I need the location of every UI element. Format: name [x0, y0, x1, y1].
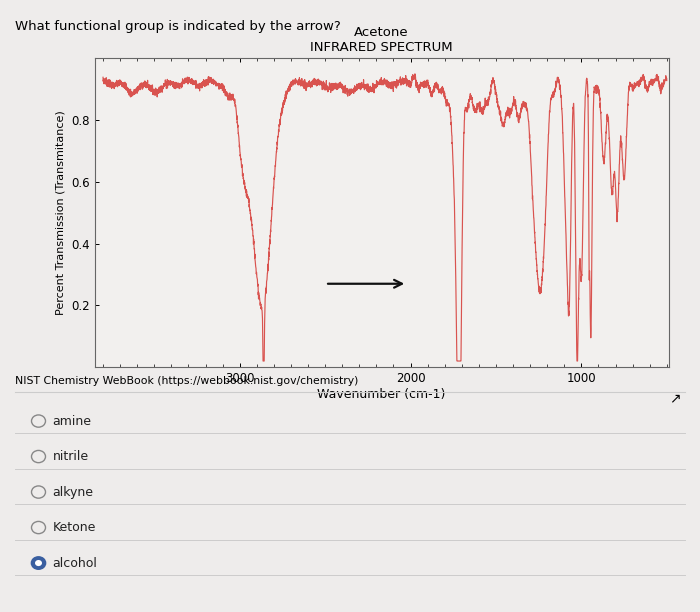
Title: Acetone
INFRARED SPECTRUM: Acetone INFRARED SPECTRUM — [310, 26, 453, 54]
Y-axis label: Percent Transmission (Transmitance): Percent Transmission (Transmitance) — [55, 110, 66, 315]
Text: Ketone: Ketone — [52, 521, 96, 534]
X-axis label: Wavenumber (cm-1): Wavenumber (cm-1) — [317, 388, 446, 401]
Text: amine: amine — [52, 414, 92, 428]
Text: nitrile: nitrile — [52, 450, 89, 463]
Text: alcohol: alcohol — [52, 556, 97, 570]
Text: ↗: ↗ — [668, 391, 680, 405]
Text: What functional group is indicated by the arrow?: What functional group is indicated by th… — [15, 20, 341, 32]
Text: NIST Chemistry WebBook (https://webbook.nist.gov/chemistry): NIST Chemistry WebBook (https://webbook.… — [15, 376, 359, 386]
Text: alkyne: alkyne — [52, 485, 94, 499]
